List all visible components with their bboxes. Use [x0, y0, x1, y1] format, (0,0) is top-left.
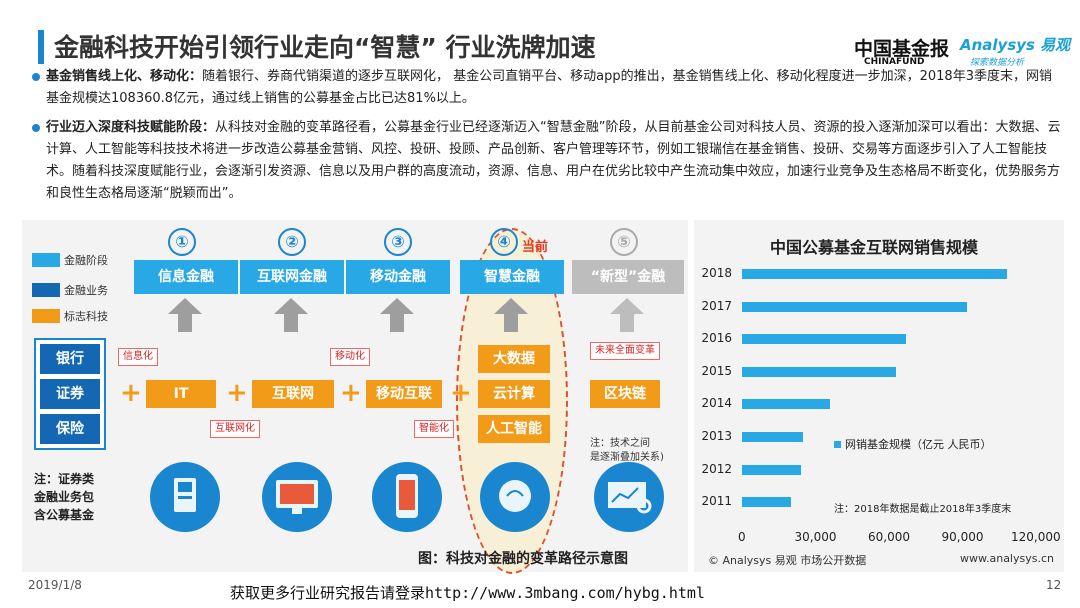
stage-info-finance: 信息金融: [134, 260, 238, 294]
business-bank: 银行: [40, 344, 100, 374]
tech-mobile-internet: 移动互联: [366, 380, 442, 408]
business-securities: 证券: [40, 379, 100, 409]
tech-it: IT: [146, 380, 216, 408]
legend-finance-stage: 金融阶段: [32, 252, 108, 268]
legend-label: 网销基金规模（亿元 人民币）: [845, 438, 992, 451]
bar-2018: [742, 269, 1008, 279]
bar-2015: [742, 366, 897, 377]
tech-ai: 人工智能: [478, 415, 550, 443]
x-tick-label: 0: [738, 530, 746, 544]
bullet-heading: 基金销售线上化、移动化：: [46, 69, 203, 84]
chinafund-logo: 中国基金报: [854, 38, 950, 60]
stage-mobile-finance: 移动金融: [346, 260, 450, 294]
chart-source: © Analysys 易观 市场公开数据: [708, 554, 867, 567]
x-tick-label: 90,000: [941, 530, 984, 544]
chart-legend: 网销基金规模（亿元 人民币）: [834, 436, 992, 452]
stage-number-3: ③: [384, 228, 412, 256]
tech-note-line1: 注：技术之间: [590, 438, 650, 449]
stage-number-2: ②: [278, 228, 306, 256]
up-arrow-icon: [380, 298, 414, 332]
up-arrow-icon: [494, 298, 528, 332]
brain-icon: [480, 462, 550, 532]
y-tick-label: 2016: [701, 331, 732, 346]
legend-swatch: [32, 283, 60, 297]
stage-number-4: ④: [490, 228, 518, 256]
analysys-logo: Analysys 易观: [960, 36, 1071, 54]
footer-banner-link[interactable]: 获取更多行业研究报告请登录http://www.3mbang.com/hybg.…: [230, 584, 705, 602]
bullet-text: 随着银行、券商代销渠道的逐步互联网化， 基金公司直销平台、移动app的推出，基金…: [46, 69, 1052, 106]
bar-2011: [742, 497, 791, 508]
tech-big-data: 大数据: [478, 345, 550, 373]
bullet-text: 从科技对金融的变革路径看，公募基金行业已经逐渐迈入“智慧金融”阶段，从目前基金公…: [46, 120, 1061, 201]
x-tick-label: 120,000: [1011, 530, 1061, 544]
stage-new-finance: “新型”金融: [572, 260, 684, 294]
tag-future-change: 未来全面变革: [590, 342, 660, 360]
analytics-icon: [594, 462, 664, 532]
chinafund-logo-en: CHINAFUND: [864, 57, 925, 67]
tag-internetization: 互联网化: [210, 420, 260, 438]
bar-2017: [742, 301, 968, 312]
legend-swatch: [32, 309, 60, 323]
chart-title: 中国公募基金互联网销售规模: [770, 238, 979, 257]
bar-2012: [742, 464, 801, 475]
tech-cloud: 云计算: [478, 380, 550, 408]
tech-blockchain: 区块链: [590, 380, 660, 408]
y-tick-label: 2017: [701, 298, 732, 313]
plus-icon: +: [450, 378, 472, 408]
stage-smart-finance: 智慧金融: [460, 260, 564, 294]
y-tick-label: 2012: [701, 461, 732, 476]
computer-icon: [262, 462, 332, 532]
atm-icon: [150, 462, 220, 532]
stage-internet-finance: 互联网金融: [240, 260, 344, 294]
securities-note: 注：证券类金融业务包含公募基金: [34, 472, 95, 522]
diagram-caption: 图：科技对金融的变革路径示意图: [418, 551, 628, 567]
tech-internet: 互联网: [252, 380, 334, 408]
plus-icon: +: [120, 378, 142, 408]
title-accent-bar: [38, 30, 44, 64]
up-arrow-icon: [610, 298, 644, 332]
business-insurance: 保险: [40, 414, 100, 444]
bullet-tech-empower: 行业迈入深度科技赋能阶段：从科技对金融的变革路径看，公募基金行业已经逐渐迈入“智…: [32, 117, 1062, 205]
x-tick-label: 30,000: [794, 530, 837, 544]
x-tick-label: 60,000: [868, 530, 910, 544]
tag-mobilization: 移动化: [330, 348, 370, 366]
tech-note-line2: 是逐渐叠加关系): [590, 452, 664, 463]
current-stage-label: 当前: [522, 240, 549, 255]
legend-finance-business: 金融业务: [32, 282, 108, 298]
legend-label: 标志科技: [64, 310, 108, 323]
stage-number-5: ⑤: [610, 228, 638, 256]
footer-date: 2019/1/8: [28, 578, 82, 592]
bar-2016: [742, 334, 907, 345]
tag-intelligentization: 智能化: [414, 420, 454, 438]
legend-swatch: [834, 440, 841, 448]
y-tick-label: 2011: [701, 494, 732, 509]
chart-note: 注：2018年数据是截止2018年3季度末: [834, 504, 1012, 515]
y-tick-label: 2015: [701, 363, 732, 378]
smartphone-icon: [372, 462, 442, 532]
plus-icon: +: [340, 378, 362, 408]
bullet-dot-icon: [32, 124, 40, 132]
legend-tech: 标志科技: [32, 308, 108, 324]
bar-2013: [742, 432, 804, 442]
up-arrow-icon: [274, 298, 308, 332]
legend-label: 金融业务: [64, 284, 108, 297]
legend-swatch: [32, 253, 60, 267]
chart-website: www.analysys.cn: [960, 552, 1054, 565]
tech-layer-note: 注：技术之间 是逐渐叠加关系): [590, 437, 664, 465]
plus-icon: +: [226, 378, 248, 408]
bar-2014: [742, 399, 831, 410]
y-tick-label: 2013: [701, 429, 732, 443]
legend-label: 金融阶段: [64, 254, 108, 267]
y-tick-label: 2018: [701, 266, 732, 280]
bullet-online-sales: 基金销售线上化、移动化：随着银行、券商代销渠道的逐步互联网化， 基金公司直销平台…: [32, 66, 1062, 110]
analysys-logo-sub: 探索数据分析: [970, 58, 1025, 68]
bullet-dot-icon: [32, 73, 40, 81]
page-title: 金融科技开始引领行业走向“智慧” 行业洗牌加速: [54, 33, 596, 62]
page-number: 12: [1046, 578, 1062, 592]
tag-informatization: 信息化: [118, 348, 158, 366]
y-tick-label: 2014: [701, 396, 732, 411]
stage-number-1: ①: [168, 228, 196, 256]
up-arrow-icon: [168, 298, 202, 332]
bullet-heading: 行业迈入深度科技赋能阶段：: [46, 120, 216, 135]
